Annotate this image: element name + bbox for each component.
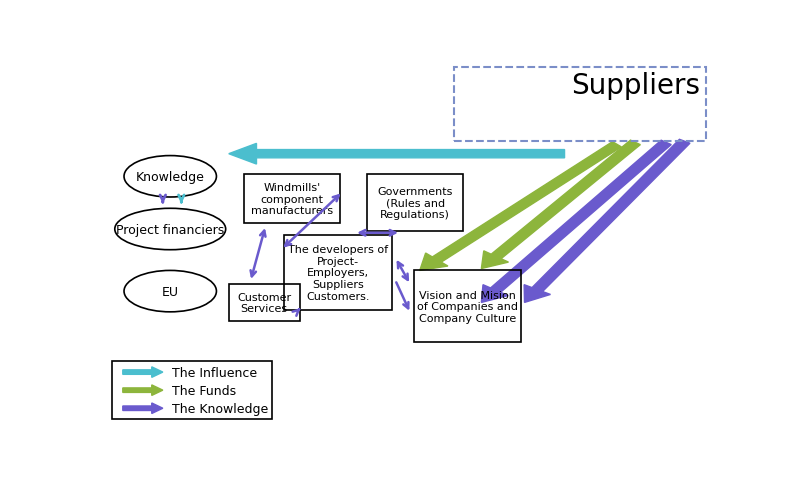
Text: Governments
(Rules and
Regulations): Governments (Rules and Regulations) — [378, 187, 453, 220]
FancyArrow shape — [420, 142, 622, 271]
Text: The Knowledge: The Knowledge — [172, 402, 269, 415]
Text: Vision and Mision
of Companies and
Company Culture: Vision and Mision of Companies and Compa… — [417, 290, 518, 323]
Text: Project financiers: Project financiers — [116, 223, 224, 236]
Text: The Influence: The Influence — [172, 366, 258, 379]
FancyArrow shape — [481, 141, 671, 303]
Text: The Funds: The Funds — [172, 384, 236, 397]
FancyArrow shape — [122, 367, 163, 378]
Text: EU: EU — [161, 285, 179, 298]
Text: The developers of
Project-
Employers,
Suppliers
Customers.: The developers of Project- Employers, Su… — [288, 244, 388, 301]
Text: Suppliers: Suppliers — [571, 72, 700, 100]
FancyArrow shape — [122, 403, 163, 414]
FancyArrow shape — [229, 144, 564, 165]
FancyArrow shape — [481, 141, 640, 269]
FancyArrow shape — [122, 385, 163, 396]
Text: Customer
Services: Customer Services — [237, 292, 291, 314]
FancyArrow shape — [524, 140, 690, 303]
Text: Windmills'
component
manufacturers: Windmills' component manufacturers — [251, 183, 333, 216]
Text: Knowledge: Knowledge — [136, 170, 204, 183]
